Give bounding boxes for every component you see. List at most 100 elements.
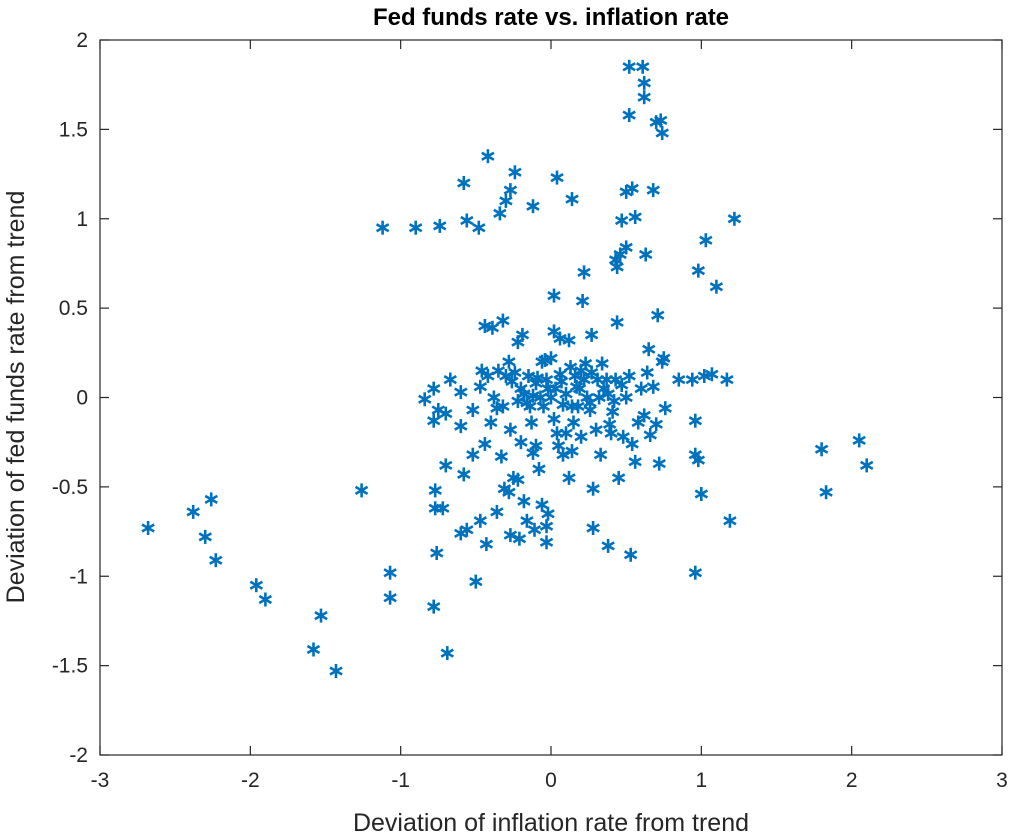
data-point <box>691 263 706 278</box>
y-axis-ticks: -2 -1.5 -1 -0.5 0 0.5 1 1.5 2 <box>52 29 1002 767</box>
data-point <box>503 422 518 437</box>
x-tick-label: -2 <box>241 769 260 792</box>
data-point <box>709 279 724 294</box>
data-point <box>610 315 624 330</box>
data-point <box>691 453 706 468</box>
data-point <box>553 367 567 382</box>
data-point <box>819 485 833 500</box>
data-point <box>608 372 623 387</box>
data-point <box>503 183 518 198</box>
data-point <box>705 367 719 382</box>
data-point <box>485 320 500 335</box>
data-point <box>559 386 573 401</box>
data-point <box>505 374 519 389</box>
data-point <box>466 403 480 417</box>
data-point <box>634 381 648 396</box>
data-point <box>590 372 605 387</box>
data-point <box>306 642 321 657</box>
chart-title: Fed funds rate vs. inflation rate <box>373 4 729 31</box>
data-point <box>658 401 672 416</box>
data-point <box>523 399 537 414</box>
data-point <box>574 429 588 444</box>
x-axis-label: Deviation of inflation rate from trend <box>353 809 749 837</box>
data-point <box>472 220 486 235</box>
y-tick-label: -1 <box>69 565 88 588</box>
data-point <box>611 470 626 485</box>
y-tick-label: -0.5 <box>52 476 88 499</box>
data-point <box>454 419 468 434</box>
x-tick-label: -1 <box>391 769 410 792</box>
data-point <box>625 181 639 196</box>
data-point <box>586 481 600 496</box>
data-point <box>619 390 633 405</box>
data-point <box>605 404 620 419</box>
data-point <box>515 327 530 342</box>
y-tick-label: -2 <box>69 744 88 767</box>
data-point <box>622 59 636 74</box>
data-point <box>539 535 554 550</box>
data-point <box>141 521 155 535</box>
data-point <box>640 365 654 380</box>
data-point <box>204 492 218 507</box>
data-point <box>535 354 549 369</box>
data-point <box>623 547 638 562</box>
data-point <box>575 294 590 308</box>
data-point <box>699 233 713 248</box>
data-point <box>454 385 468 400</box>
data-point <box>469 574 483 589</box>
data-point <box>473 379 488 394</box>
data-point <box>568 369 582 383</box>
data-point <box>578 356 593 371</box>
data-point <box>198 529 212 544</box>
data-point <box>628 210 642 224</box>
data-point <box>502 354 516 369</box>
data-point <box>329 664 343 678</box>
data-point <box>553 331 567 346</box>
data-point <box>354 483 369 498</box>
data-point <box>550 170 564 185</box>
data-point <box>566 415 581 430</box>
data-point <box>502 485 516 500</box>
data-point <box>559 426 573 441</box>
data-point <box>649 417 663 432</box>
data-point <box>720 372 734 387</box>
data-points <box>141 59 874 678</box>
data-point <box>457 467 471 482</box>
data-point <box>727 211 742 226</box>
data-point <box>511 472 525 487</box>
data-point <box>642 342 656 357</box>
data-point <box>619 240 633 255</box>
data-point <box>688 413 703 428</box>
data-point <box>688 565 703 580</box>
x-tick-label: 3 <box>996 769 1008 792</box>
x-tick-label: 1 <box>695 769 707 792</box>
data-point <box>637 408 651 423</box>
data-point <box>651 308 665 323</box>
x-tick-label: 2 <box>846 769 858 792</box>
data-point <box>614 378 629 392</box>
data-point <box>635 59 650 74</box>
data-point <box>526 199 540 214</box>
data-point <box>490 504 504 519</box>
data-point <box>249 578 264 593</box>
data-point <box>209 553 223 568</box>
data-point <box>433 218 447 233</box>
y-tick-label: -1.5 <box>52 655 88 678</box>
data-point <box>565 399 579 414</box>
data-point <box>601 538 615 553</box>
data-point <box>512 531 527 546</box>
data-point <box>427 381 441 396</box>
data-point <box>186 504 200 519</box>
data-point <box>646 379 660 394</box>
data-point <box>638 247 653 262</box>
x-axis-ticks: -3 -2 -1 0 1 2 3 <box>91 40 1008 792</box>
data-point <box>475 363 489 378</box>
data-point <box>473 513 488 528</box>
data-point <box>614 213 629 228</box>
data-point <box>427 413 441 428</box>
data-point <box>694 487 709 501</box>
y-axis-label: Deviation of fed funds rate from trend <box>2 191 30 604</box>
data-point <box>481 369 495 383</box>
data-point <box>481 149 495 164</box>
data-point <box>625 437 639 451</box>
